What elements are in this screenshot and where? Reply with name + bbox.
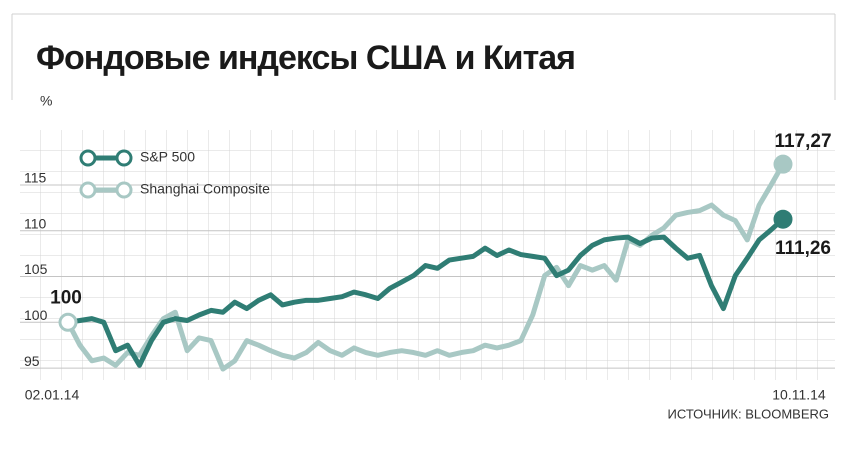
- end-marker: [773, 154, 793, 174]
- end-marker: [773, 209, 793, 229]
- end-marker: [58, 312, 78, 332]
- series-line: [67, 217, 785, 368]
- x-tick-label: 10.11.14: [772, 387, 826, 403]
- source: ИСТОЧНИК: BLOOMBERG: [668, 406, 829, 421]
- y-tick-label: 100: [24, 307, 48, 323]
- legend-label: S&P 500: [140, 149, 195, 165]
- legend-marker: [79, 149, 97, 167]
- value-label: 100: [50, 287, 82, 308]
- legend-marker: [79, 181, 97, 199]
- y-tick-label: 110: [24, 215, 47, 231]
- x-tick-label: 02.01.14: [25, 387, 80, 403]
- y-label: %: [40, 93, 52, 109]
- value-label: 117,27: [774, 131, 831, 152]
- legend-marker: [115, 149, 133, 167]
- value-label: 111,26: [775, 238, 831, 259]
- legend-marker: [115, 181, 133, 199]
- legend-label: Shanghai Composite: [140, 181, 270, 197]
- frame: [11, 13, 836, 100]
- chart-title: Фондовые индексы США и Китая: [36, 39, 575, 77]
- y-tick-label: 115: [24, 170, 47, 186]
- y-tick-label: 95: [24, 353, 40, 369]
- grid: [20, 130, 835, 380]
- y-tick-label: 105: [24, 261, 48, 277]
- series-line: [65, 162, 786, 372]
